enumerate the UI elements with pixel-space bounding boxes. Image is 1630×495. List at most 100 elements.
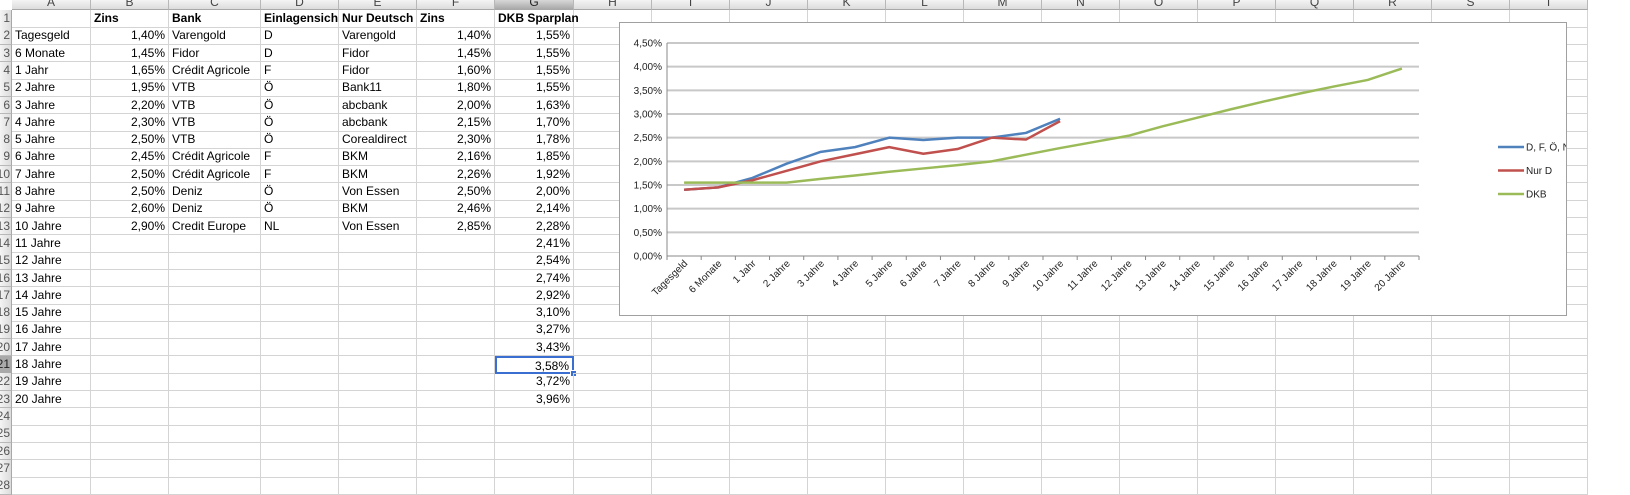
cell-F15[interactable]	[417, 252, 495, 270]
cell-B3[interactable]: 1,45%	[91, 44, 169, 63]
cell-G14[interactable]: 2,41%	[495, 234, 574, 253]
row-header-12[interactable]: 12	[0, 200, 12, 219]
cell-D16[interactable]	[261, 269, 339, 288]
cell-S23[interactable]	[1432, 390, 1510, 409]
cell-I19[interactable]	[652, 321, 730, 340]
cell-F3[interactable]: 1,45%	[417, 44, 495, 63]
cell-H22[interactable]	[574, 373, 652, 392]
cell-E19[interactable]	[339, 321, 417, 340]
cell-C5[interactable]: VTB	[169, 79, 261, 97]
row-header-22[interactable]: 22	[0, 373, 12, 392]
row-header-21[interactable]: 21	[0, 356, 12, 374]
cell-B8[interactable]: 2,50%	[91, 131, 169, 149]
cell-S24[interactable]	[1432, 407, 1510, 426]
cell-G3[interactable]: 1,55%	[495, 44, 574, 63]
cell-B18[interactable]	[91, 304, 169, 322]
cell-Q25[interactable]	[1276, 425, 1354, 443]
cell-T20[interactable]	[1510, 338, 1588, 357]
row-header-5[interactable]: 5	[0, 79, 12, 97]
column-header-q[interactable]: Q	[1276, 0, 1354, 10]
cell-K22[interactable]	[808, 373, 886, 392]
cell-P25[interactable]	[1198, 425, 1276, 443]
cell-P19[interactable]	[1198, 321, 1276, 340]
column-header-j[interactable]: J	[730, 0, 808, 10]
cell-D17[interactable]	[261, 286, 339, 305]
cell-R25[interactable]	[1354, 425, 1432, 443]
cell-I26[interactable]	[652, 442, 730, 461]
cell-G18[interactable]: 3,10%	[495, 304, 574, 322]
cell-G16[interactable]: 2,74%	[495, 269, 574, 288]
cell-C24[interactable]	[169, 407, 261, 426]
cell-L22[interactable]	[886, 373, 964, 392]
cell-A5[interactable]: 2 Jahre	[12, 79, 91, 97]
cell-G21[interactable]: 3,58%	[495, 356, 574, 374]
cell-A20[interactable]: 17 Jahre	[12, 338, 91, 357]
cell-G2[interactable]: 1,55%	[495, 27, 574, 46]
row-header-8[interactable]: 8	[0, 131, 12, 149]
cell-A14[interactable]: 11 Jahre	[12, 234, 91, 253]
cell-D3[interactable]: D	[261, 44, 339, 63]
cell-T25[interactable]	[1510, 425, 1588, 443]
cell-I21[interactable]	[652, 356, 730, 374]
cell-H24[interactable]	[574, 407, 652, 426]
row-header-24[interactable]: 24	[0, 407, 12, 426]
cell-K26[interactable]	[808, 442, 886, 461]
cell-B9[interactable]: 2,45%	[91, 148, 169, 167]
row-header-20[interactable]: 20	[0, 338, 12, 357]
cell-M20[interactable]	[964, 338, 1042, 357]
cell-N23[interactable]	[1042, 390, 1120, 409]
cell-C11[interactable]: Deniz	[169, 183, 261, 201]
cell-P28[interactable]	[1198, 477, 1276, 495]
cell-E1[interactable]: Nur Deutsch	[339, 10, 417, 28]
cell-N27[interactable]	[1042, 459, 1120, 478]
column-header-m[interactable]: M	[964, 0, 1042, 10]
column-header-k[interactable]: K	[808, 0, 886, 10]
cell-A27[interactable]	[12, 459, 91, 478]
cell-M21[interactable]	[964, 356, 1042, 374]
cell-D6[interactable]: Ö	[261, 96, 339, 115]
cell-G5[interactable]: 1,55%	[495, 79, 574, 97]
cell-N26[interactable]	[1042, 442, 1120, 461]
column-header-i[interactable]: I	[652, 0, 730, 10]
cell-N28[interactable]	[1042, 477, 1120, 495]
cell-P23[interactable]	[1198, 390, 1276, 409]
cell-P21[interactable]	[1198, 356, 1276, 374]
cell-E4[interactable]: Fidor	[339, 61, 417, 80]
cell-G6[interactable]: 1,63%	[495, 96, 574, 115]
cell-S27[interactable]	[1432, 459, 1510, 478]
cell-L27[interactable]	[886, 459, 964, 478]
cell-F28[interactable]	[417, 477, 495, 495]
cell-F4[interactable]: 1,60%	[417, 61, 495, 80]
cell-A16[interactable]: 13 Jahre	[12, 269, 91, 288]
cell-J19[interactable]	[730, 321, 808, 340]
cell-C12[interactable]: Deniz	[169, 200, 261, 219]
cell-D4[interactable]: F	[261, 61, 339, 80]
cell-A2[interactable]: Tagesgeld	[12, 27, 91, 46]
cell-B27[interactable]	[91, 459, 169, 478]
cell-E12[interactable]: BKM	[339, 200, 417, 219]
cell-S26[interactable]	[1432, 442, 1510, 461]
row-header-10[interactable]: 10	[0, 165, 12, 184]
cell-O27[interactable]	[1120, 459, 1198, 478]
cell-B20[interactable]	[91, 338, 169, 357]
cell-D18[interactable]	[261, 304, 339, 322]
row-header-1[interactable]: 1	[0, 10, 12, 28]
cell-C6[interactable]: VTB	[169, 96, 261, 115]
cell-L21[interactable]	[886, 356, 964, 374]
cell-G26[interactable]	[495, 442, 574, 461]
cell-A4[interactable]: 1 Jahr	[12, 61, 91, 80]
cell-G19[interactable]: 3,27%	[495, 321, 574, 340]
cell-I27[interactable]	[652, 459, 730, 478]
cell-B21[interactable]	[91, 356, 169, 374]
cell-B10[interactable]: 2,50%	[91, 165, 169, 184]
cell-F11[interactable]: 2,50%	[417, 183, 495, 201]
cell-C18[interactable]	[169, 304, 261, 322]
cell-F2[interactable]: 1,40%	[417, 27, 495, 46]
cell-T22[interactable]	[1510, 373, 1588, 392]
cell-I22[interactable]	[652, 373, 730, 392]
cell-C22[interactable]	[169, 373, 261, 392]
cell-F21[interactable]	[417, 356, 495, 374]
cell-S25[interactable]	[1432, 425, 1510, 443]
cell-S21[interactable]	[1432, 356, 1510, 374]
cell-A22[interactable]: 19 Jahre	[12, 373, 91, 392]
